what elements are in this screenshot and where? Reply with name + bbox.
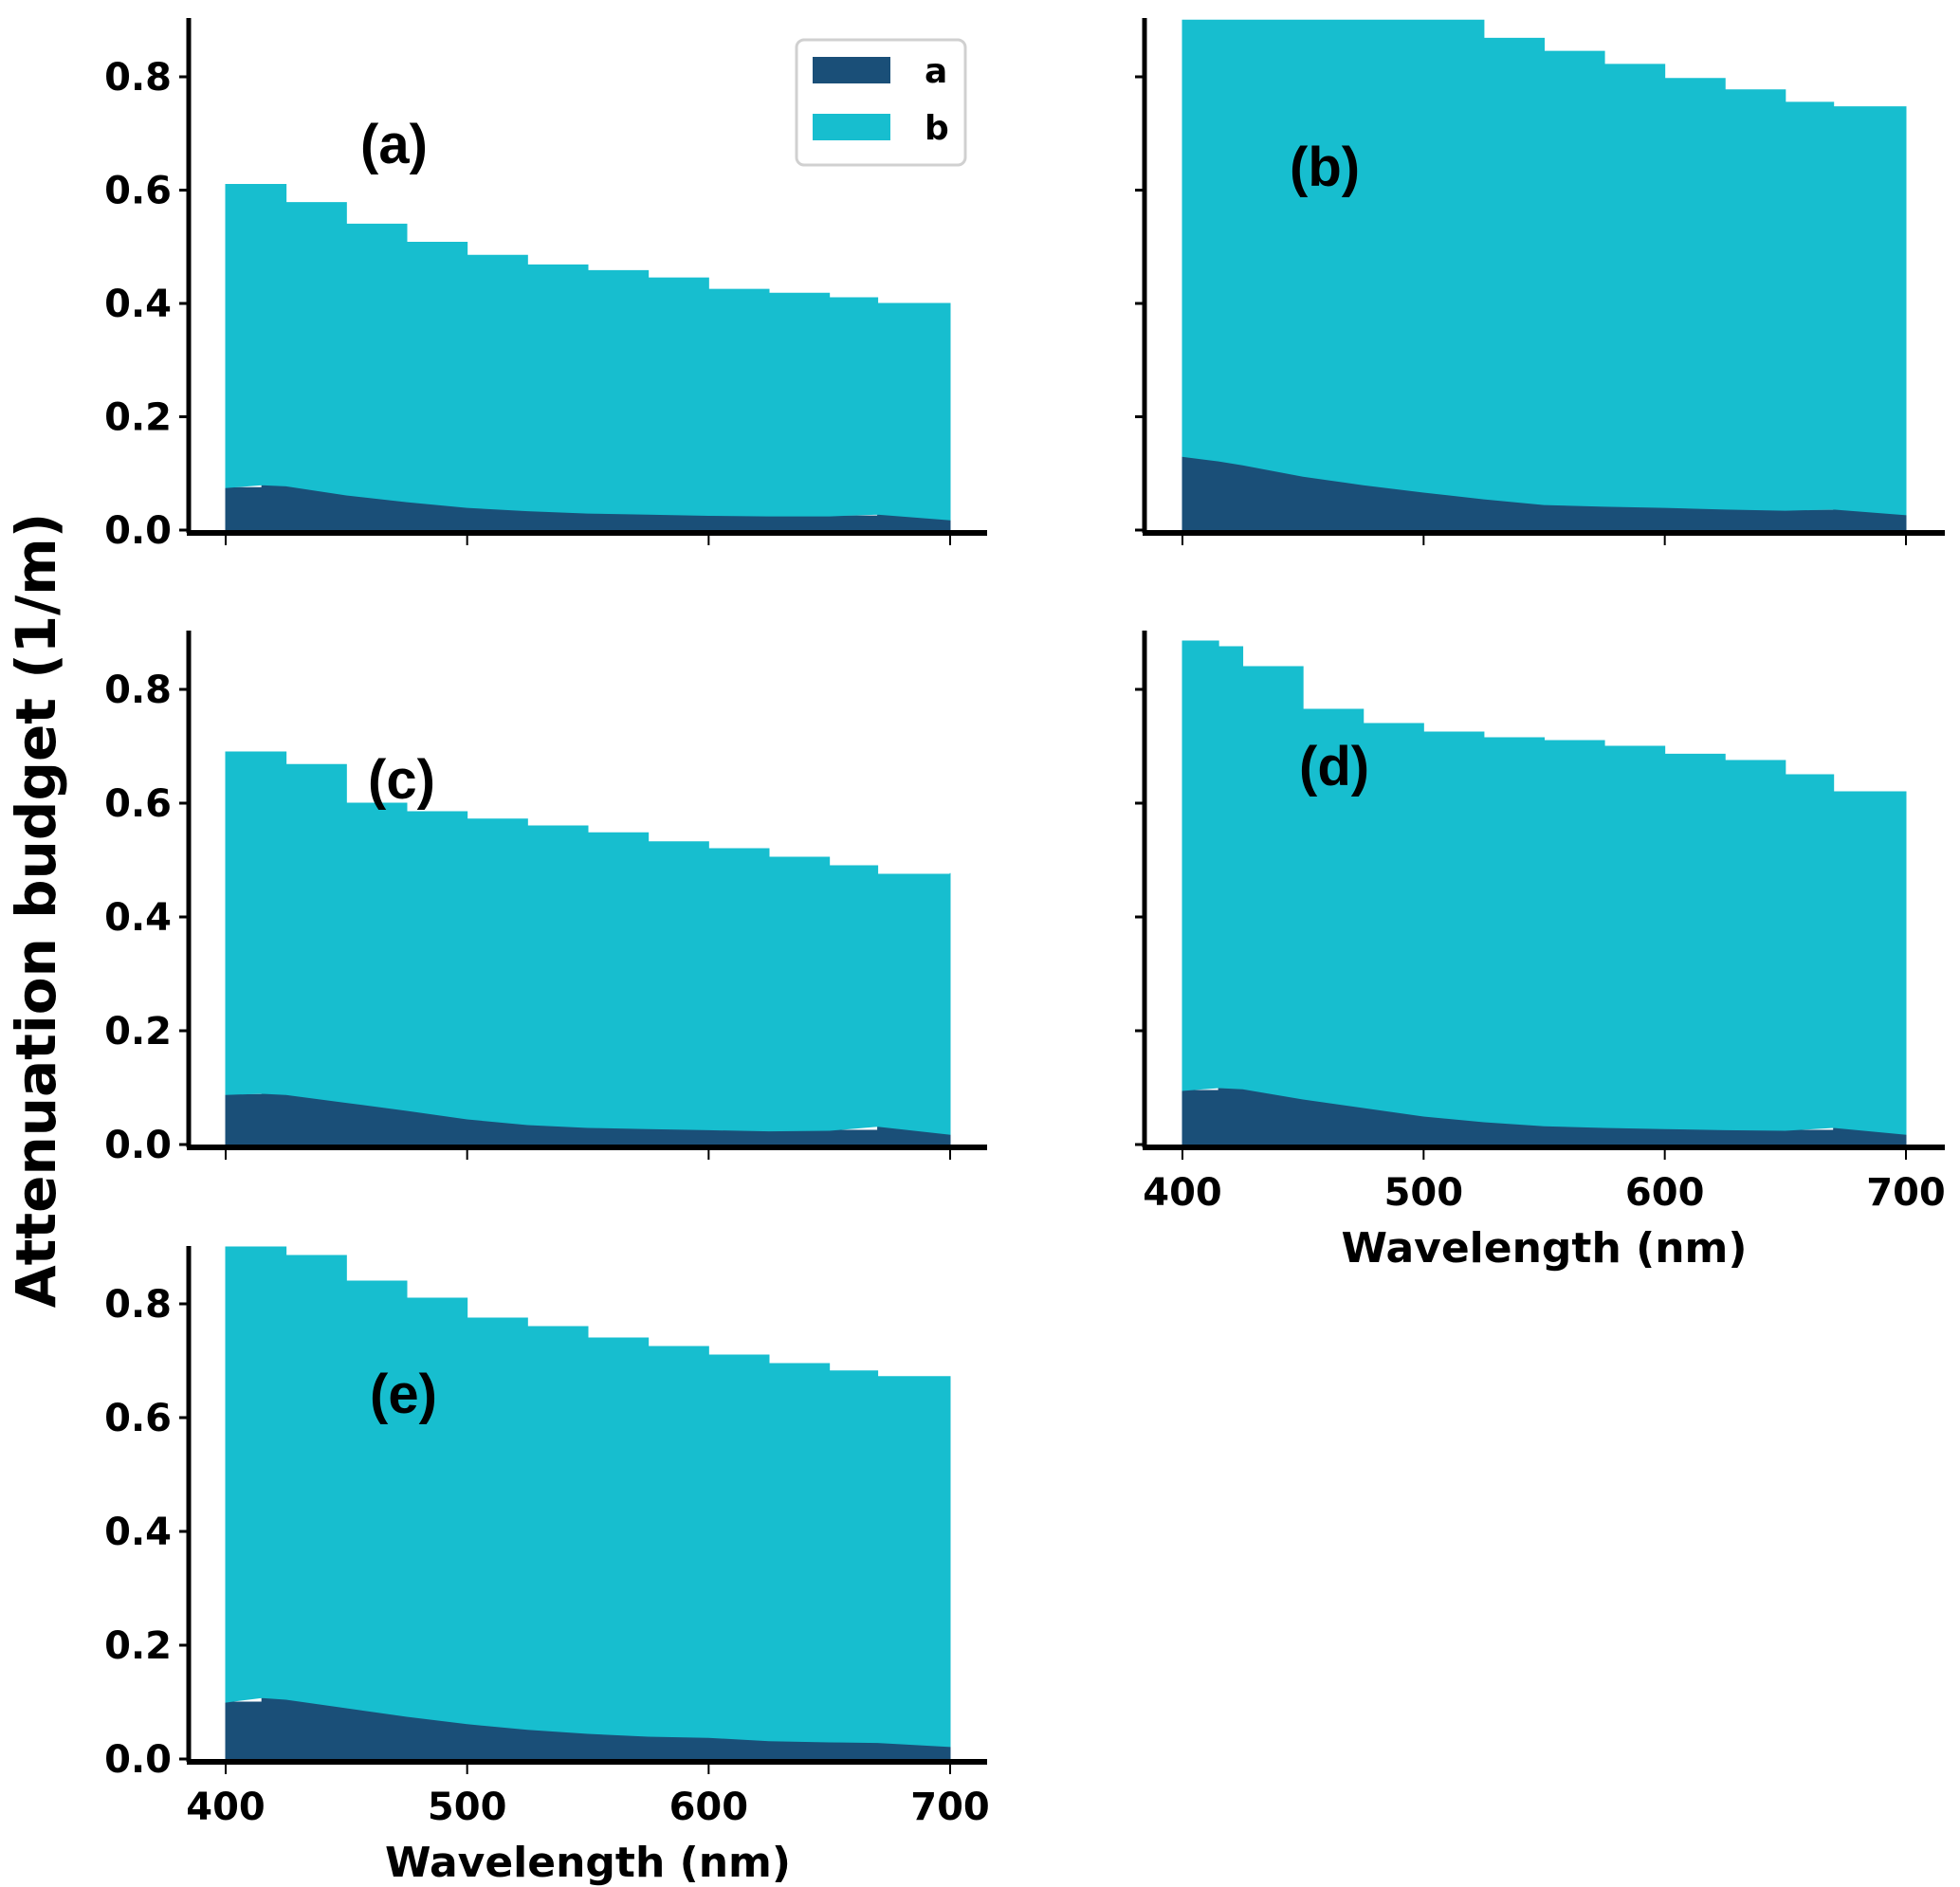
- legend-label-b: b: [925, 109, 949, 148]
- x-axis-label: Wavelength (nm): [1342, 1224, 1748, 1273]
- y-tick-label: 0.6: [104, 170, 172, 213]
- y-tick-label: 0.0: [104, 1124, 172, 1167]
- x-tick-label: 400: [1143, 1171, 1222, 1215]
- panel-c: 0.0 0.2 0.4 0.6 0.8 (c): [104, 631, 987, 1167]
- legend-label-a: a: [925, 52, 947, 91]
- area-series-b: [1181, 640, 1907, 1135]
- x-tick-label: 700: [1866, 1171, 1946, 1215]
- x-tick-label: 500: [1384, 1171, 1464, 1215]
- y-tick-label: 0.0: [104, 509, 172, 553]
- x-tick-label: 600: [669, 1786, 749, 1829]
- x-tick-label: 600: [1625, 1171, 1705, 1215]
- panel-label: (e): [370, 1364, 437, 1425]
- y-tick-label: 0.2: [104, 1624, 172, 1668]
- y-tick-label: 0.2: [104, 396, 172, 440]
- legend-swatch-b: [813, 114, 890, 140]
- y-tick-label: 0.8: [104, 1283, 172, 1327]
- area-series-b: [225, 184, 951, 521]
- panel-d: 400 500 600 700 Wavelength (nm) (d): [1135, 631, 1946, 1273]
- y-tick-label: 0.4: [104, 283, 172, 326]
- area-series-b: [225, 751, 951, 1135]
- y-tick-label: 0.6: [104, 1397, 172, 1440]
- y-tick-label: 0.8: [104, 56, 172, 100]
- x-tick-label: 400: [186, 1786, 266, 1829]
- panel-label: (d): [1299, 736, 1369, 797]
- panel-label: (b): [1290, 137, 1360, 198]
- panel-b: (b): [1135, 18, 1945, 545]
- y-tick-label: 0.4: [104, 896, 172, 940]
- panels: 0.0 0.2 0.4 0.6 0.8 (a) (b) 0.0 0.2 0.4 0.6 0.8 (c) 4…: [104, 18, 1946, 1887]
- y-tick-label: 0.8: [104, 669, 172, 712]
- area-series-b: [1181, 19, 1907, 516]
- y-tick-label: 0.6: [104, 782, 172, 826]
- x-tick-label: 500: [428, 1786, 507, 1829]
- area-series-b: [225, 1246, 951, 1748]
- y-tick-label: 0.0: [104, 1738, 172, 1782]
- panel-label: (c): [368, 749, 435, 811]
- panel-a: 0.0 0.2 0.4 0.6 0.8 (a): [104, 18, 987, 553]
- x-axis-label: Wavelength (nm): [385, 1839, 791, 1887]
- y-tick-label: 0.4: [104, 1511, 172, 1554]
- x-tick-label: 700: [910, 1786, 990, 1829]
- legend-swatch-a: [813, 57, 890, 83]
- y-tick-label: 0.2: [104, 1010, 172, 1053]
- panel-label: (a): [360, 114, 428, 175]
- legend: a b: [795, 38, 967, 167]
- panel-e: 0.0 0.2 0.4 0.6 0.8 400 500 600 700 Wavelength (n…: [104, 1246, 990, 1887]
- y-axis-label: Attenuation budget (1/m): [4, 513, 68, 1308]
